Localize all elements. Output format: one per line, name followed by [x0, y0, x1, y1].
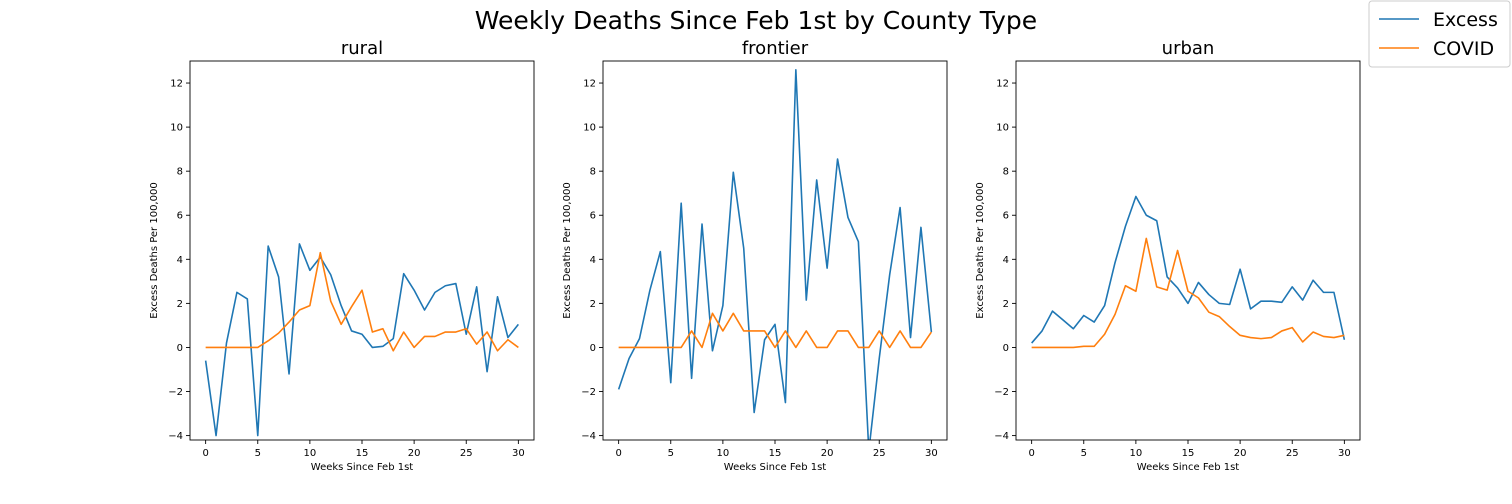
y-tick-label: 0	[177, 343, 183, 354]
x-tick-label: 20	[408, 448, 421, 459]
y-tick-label: −2	[581, 387, 596, 398]
panel-urban: 0 5 10 15 20 25 30 −4 −2 0 2 4 6 8 10 12 urban Weeks Sinc…	[975, 38, 1361, 473]
y-tick-label: −4	[168, 431, 183, 442]
x-tick-label: 5	[668, 448, 674, 459]
subplot-title: urban	[1162, 38, 1215, 59]
y-tick-label: −2	[994, 387, 1009, 398]
y-tick-label: 0	[1003, 343, 1009, 354]
y-tick-label: 2	[1003, 299, 1009, 310]
y-axis-label: Excess Deaths Per 100,000	[562, 182, 573, 318]
legend: Excess COVID	[1368, 0, 1511, 68]
y-tick-label: −2	[168, 387, 183, 398]
y-tick-label: 4	[1003, 255, 1009, 266]
panel-frontier: 0 5 10 15 20 25 30 −4 −2 0 2 4 6 8 10 12 frontier Weeks S…	[562, 38, 948, 473]
figure-title: Weekly Deaths Since Feb 1st by County Ty…	[475, 6, 1037, 35]
plot-frame	[189, 60, 535, 441]
plot-frame	[602, 60, 948, 441]
panel-rural: 0 5 10 15 20 25 30 −4 −2 0 2 4 6 8 10 12 rural Weeks Sinc…	[149, 38, 535, 473]
y-tick-label: 2	[590, 299, 596, 310]
x-tick-label: 20	[1234, 448, 1247, 459]
x-tick-label: 25	[460, 448, 473, 459]
x-tick-label: 15	[1182, 448, 1195, 459]
series-group	[617, 69, 933, 440]
y-tick-label: 4	[590, 255, 596, 266]
y-tick-label: 6	[590, 211, 596, 222]
y-tick-label: 12	[996, 79, 1009, 90]
y-tick-label: 6	[177, 211, 183, 222]
y-tick-label: 12	[583, 79, 596, 90]
legend-frame	[1368, 0, 1511, 68]
x-tick-label: 0	[1028, 448, 1034, 459]
series-line-excess	[1031, 195, 1346, 344]
legend-label-excess: Excess	[1433, 9, 1498, 31]
x-tick-label: 20	[821, 448, 834, 459]
x-tick-label: 5	[255, 448, 261, 459]
x-tick-label: 15	[356, 448, 369, 459]
x-tick-label: 25	[1286, 448, 1299, 459]
x-axis-label: Weeks Since Feb 1st	[724, 462, 827, 473]
y-axis-label: Excess Deaths Per 100,000	[149, 182, 160, 318]
y-tick-label: 8	[177, 167, 183, 178]
y-tick-label: −4	[994, 431, 1009, 442]
x-axis-label: Weeks Since Feb 1st	[311, 462, 414, 473]
y-tick-label: 4	[177, 255, 183, 266]
x-tick-label: 15	[769, 448, 782, 459]
series-line-excess	[617, 69, 933, 440]
series-line-covid	[205, 251, 519, 352]
series-line-covid	[618, 312, 933, 349]
y-tick-label: 2	[177, 299, 183, 310]
y-tick-label: 10	[583, 123, 596, 134]
plot-frame	[1015, 60, 1361, 441]
series-group	[1031, 195, 1346, 349]
y-axis-label: Excess Deaths Per 100,000	[975, 182, 986, 318]
x-tick-label: 0	[202, 448, 208, 459]
x-tick-label: 30	[925, 448, 938, 459]
y-tick-label: 8	[590, 167, 596, 178]
y-tick-label: −4	[581, 431, 596, 442]
y-tick-label: 6	[1003, 211, 1009, 222]
x-tick-label: 5	[1081, 448, 1087, 459]
x-tick-label: 25	[873, 448, 886, 459]
x-tick-label: 10	[1130, 448, 1143, 459]
y-tick-label: 10	[996, 123, 1009, 134]
x-tick-label: 30	[512, 448, 525, 459]
x-axis-label: Weeks Since Feb 1st	[1137, 462, 1240, 473]
y-tick-label: 12	[170, 79, 183, 90]
x-tick-label: 30	[1338, 448, 1351, 459]
x-tick-label: 10	[717, 448, 730, 459]
legend-label-covid: COVID	[1433, 38, 1494, 60]
series-line-covid	[1031, 237, 1345, 349]
series-group	[204, 243, 519, 437]
series-line-excess	[204, 243, 519, 437]
subplot-title: frontier	[742, 38, 809, 59]
subplot-title: rural	[341, 38, 383, 59]
x-tick-label: 10	[304, 448, 317, 459]
y-tick-label: 8	[1003, 167, 1009, 178]
y-tick-label: 0	[590, 343, 596, 354]
y-tick-label: 10	[170, 123, 183, 134]
x-tick-label: 0	[615, 448, 621, 459]
